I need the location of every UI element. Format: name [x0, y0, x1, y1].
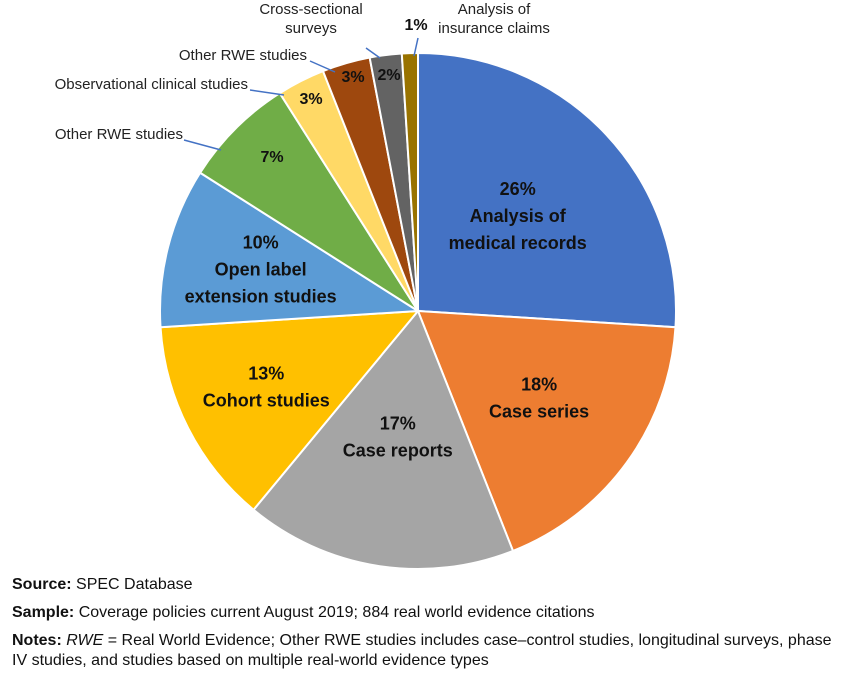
slice-label-case-series-1: Case series [489, 401, 589, 421]
pct-label-other-rwe-studies-5: 7% [260, 149, 283, 166]
pct-label-case-series-1: 18% [521, 374, 557, 394]
pct-label-case-reports-2: 17% [380, 414, 416, 434]
pie-slice-analysis-of-insurance-claims-9 [400, 51, 419, 312]
source-text: SPEC Database [71, 576, 193, 593]
callout-label-analysis-of-insurance-claims-9: Analysis of [458, 1, 531, 18]
pct-label-cross-sectional-surveys-8: 2% [377, 67, 400, 84]
pie-chart-svg: 26% Analysis of medical records 18% Case ser… [55, 1, 677, 570]
slice-label-open-label-extension-studies-4-line2: extension studies [185, 286, 337, 306]
slice-label-cohort-studies-3: Cohort studies [203, 391, 330, 411]
pct-label-observational-clinical-studies-6: 3% [299, 91, 322, 108]
pct-label-analysis-of-insurance-claims-9: 1% [404, 17, 427, 34]
source-label: Source: [12, 576, 72, 593]
notes-label: Notes: [12, 632, 62, 649]
slice-label-open-label-extension-studies-4: Open label [215, 259, 307, 279]
callout-label-observational-clinical-studies-6: Observational clinical studies [55, 76, 248, 93]
leader-line-other-rwe-studies-5 [183, 139, 222, 151]
pct-label-analysis-of-medical-records-0: 26% [500, 179, 536, 199]
pie-slice-case-reports-2 [252, 309, 515, 570]
callout-label-cross-sectional-surveys-8-line1: surveys [285, 20, 337, 37]
labels-layer: 26% Analysis of medical records 18% Case ser… [55, 1, 590, 461]
callout-label-other-rwe-studies-7: Other RWE studies [179, 47, 307, 64]
callout-label-other-rwe-studies-5: Other RWE studies [55, 126, 183, 143]
pie-slice-cohort-studies-3 [159, 309, 421, 512]
pct-label-cohort-studies-3: 13% [248, 364, 284, 384]
sample-text: Coverage policies current August 2019; 8… [74, 604, 595, 621]
source-line: Source: SPEC Database [12, 575, 834, 595]
pie-chart: 26% Analysis of medical records 18% Case ser… [55, 1, 677, 570]
pie-slice-analysis-of-medical-records-0 [417, 51, 677, 329]
leader-line-cross-sectional-surveys-8 [365, 47, 381, 59]
pct-label-other-rwe-studies-7: 3% [341, 69, 364, 86]
slices-layer [159, 51, 677, 570]
slice-label-analysis-of-medical-records-0: Analysis of [470, 206, 567, 226]
sample-line: Sample: Coverage policies current August… [12, 603, 834, 623]
slice-label-analysis-of-medical-records-0-line2: medical records [449, 233, 587, 253]
notes-text: = Real World Evidence; Other RWE studies… [12, 632, 832, 669]
callout-label-analysis-of-insurance-claims-9-line1: insurance claims [438, 20, 550, 37]
leader-line-other-rwe-studies-7 [309, 60, 336, 73]
leader-lines [183, 37, 419, 151]
leader-line-observational-clinical-studies-6 [249, 89, 285, 96]
chart-notes: Source: SPEC Database Sample: Coverage p… [12, 575, 834, 679]
notes-rwe-term: RWE [66, 632, 104, 649]
leader-line-analysis-of-insurance-claims-9 [413, 37, 419, 57]
pie-slice-open-label-extension-studies-4 [159, 171, 422, 329]
pie-slice-case-series-1 [416, 309, 677, 553]
sample-label: Sample: [12, 604, 75, 621]
pct-label-open-label-extension-studies-4: 10% [243, 232, 279, 252]
notes-line: Notes: RWE = Real World Evidence; Other … [12, 631, 834, 671]
callout-label-cross-sectional-surveys-8: Cross-sectional [259, 1, 362, 18]
slice-label-case-reports-2: Case reports [343, 441, 453, 461]
